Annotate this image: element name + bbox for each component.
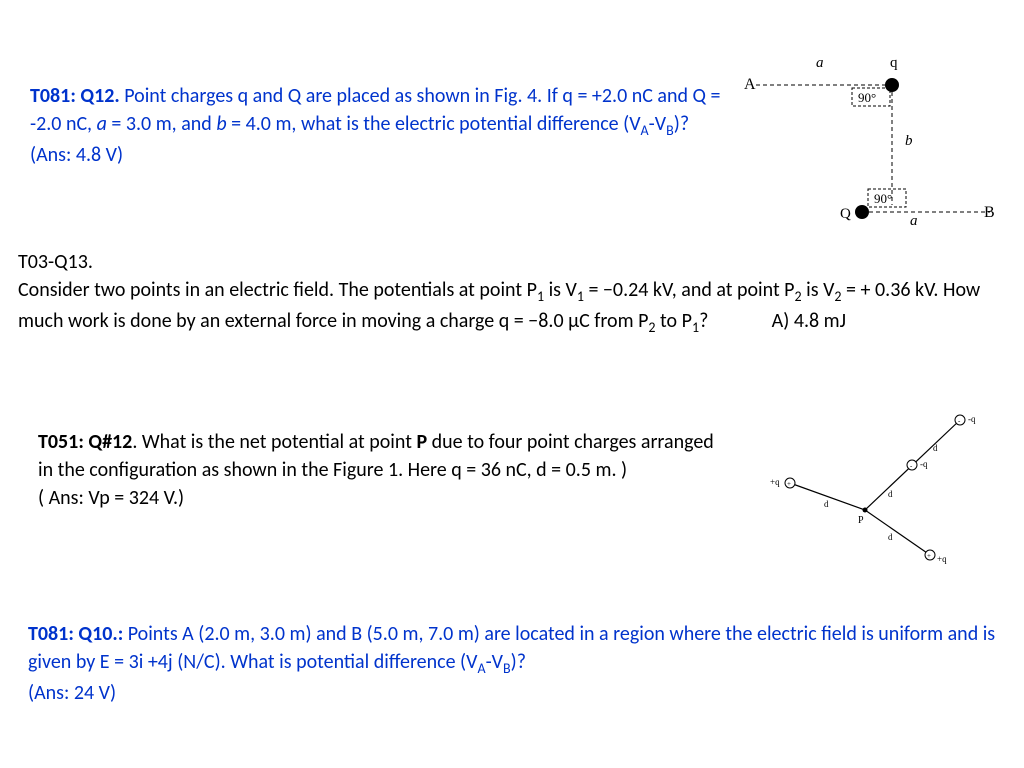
diagram-3: P - -q - -q d d + +q d + +q d — [770, 395, 990, 580]
diagram-1-angle-2: 90° — [874, 191, 892, 206]
problem-1-sub-a: A — [641, 122, 649, 139]
diagram-3-pq1: +q — [770, 477, 780, 487]
problem-2-text6: to P — [656, 309, 692, 333]
diagram-3-nq2: -q — [968, 414, 976, 424]
diagram-1-label-b: b — [905, 133, 913, 149]
diagram-1: 90° 90° A B a a b q Q — [740, 55, 1000, 235]
problem-1: T081: Q12. Point charges q and Q are pla… — [30, 82, 730, 169]
problem-2-sub1b: 1 — [577, 288, 584, 305]
diagram-3-nq1: -q — [920, 459, 928, 469]
diagram-3-d2: d — [933, 443, 938, 453]
problem-2-sub2a: 2 — [795, 288, 802, 305]
diagram-1-label-B: B — [984, 204, 995, 221]
diagram-3-svg: P - -q - -q d d + +q d + +q d — [770, 395, 990, 575]
svg-text:+: + — [787, 480, 791, 488]
problem-1-text5: )? — [674, 112, 689, 136]
problem-3-answer: ( Ans: Vp = 324 V.) — [38, 486, 184, 510]
svg-text:+: + — [927, 552, 931, 560]
problem-4-text3: )? — [511, 650, 526, 674]
problem-4: T081: Q10.: Points A (2.0 m, 3.0 m) and … — [28, 620, 998, 707]
problem-4-sub-b: B — [503, 660, 511, 677]
problem-2-sub1a: 1 — [537, 288, 544, 305]
problem-1-answer: (Ans: 4.8 V) — [30, 143, 123, 167]
diagram-1-label-a2: a — [910, 213, 918, 229]
diagram-3-p: P — [858, 515, 864, 526]
problem-2-text4: is V — [802, 278, 835, 302]
problem-2-text7: ? — [699, 309, 708, 333]
diagram-1-label-Q: Q — [840, 206, 851, 222]
problem-2-text3: = −0.24 kV, and at point P — [584, 278, 795, 302]
problem-1-text4: -V — [649, 112, 666, 136]
problem-2-text2: is V — [544, 278, 577, 302]
problem-2-answer: A) 4.8 mJ — [772, 309, 846, 333]
problem-4-sub-a: A — [477, 660, 485, 677]
problem-1-var-a: a — [97, 112, 107, 136]
diagram-1-label-a1: a — [816, 55, 824, 71]
problem-4-answer: (Ans: 24 V) — [28, 681, 116, 705]
diagram-3-d4: d — [888, 532, 893, 542]
problem-2-sub1c: 1 — [692, 319, 699, 336]
problem-3-text1: . What is the net potential at point — [132, 430, 416, 454]
diagram-1-label-A: A — [744, 76, 756, 93]
problem-4-label: T081: Q10.: — [28, 622, 123, 646]
problem-3-var-P: P — [416, 430, 427, 454]
problem-1-text3: = 4.0 m, what is the electric potential … — [227, 112, 641, 136]
problem-2-text1: Consider two points in an electric field… — [18, 278, 537, 302]
problem-2: T03-Q13. Consider two points in an elect… — [18, 248, 998, 337]
problem-1-var-b: b — [216, 112, 226, 136]
problem-4-text2: -V — [486, 650, 503, 674]
problem-1-label: T081: Q12. — [30, 84, 120, 108]
diagram-3-pq2: +q — [937, 554, 947, 564]
diagram-3-d3: d — [824, 499, 829, 509]
problem-1-text2: = 3.0 m, and — [107, 112, 216, 136]
problem-3-label: T051: Q#12 — [38, 430, 132, 454]
diagram-3-d1: d — [888, 489, 893, 499]
problem-2-sub2b: 2 — [834, 288, 841, 305]
diagram-1-label-q: q — [890, 55, 898, 71]
problem-2-sub2c: 2 — [648, 319, 655, 336]
problem-1-sub-b: B — [666, 122, 674, 139]
diagram-1-svg: 90° 90° A B a a b q Q — [740, 55, 1000, 230]
problem-2-label: T03-Q13. — [18, 250, 93, 274]
diagram-1-angle-1: 90° — [858, 90, 876, 105]
problem-3: T051: Q#12. What is the net potential at… — [38, 428, 718, 512]
